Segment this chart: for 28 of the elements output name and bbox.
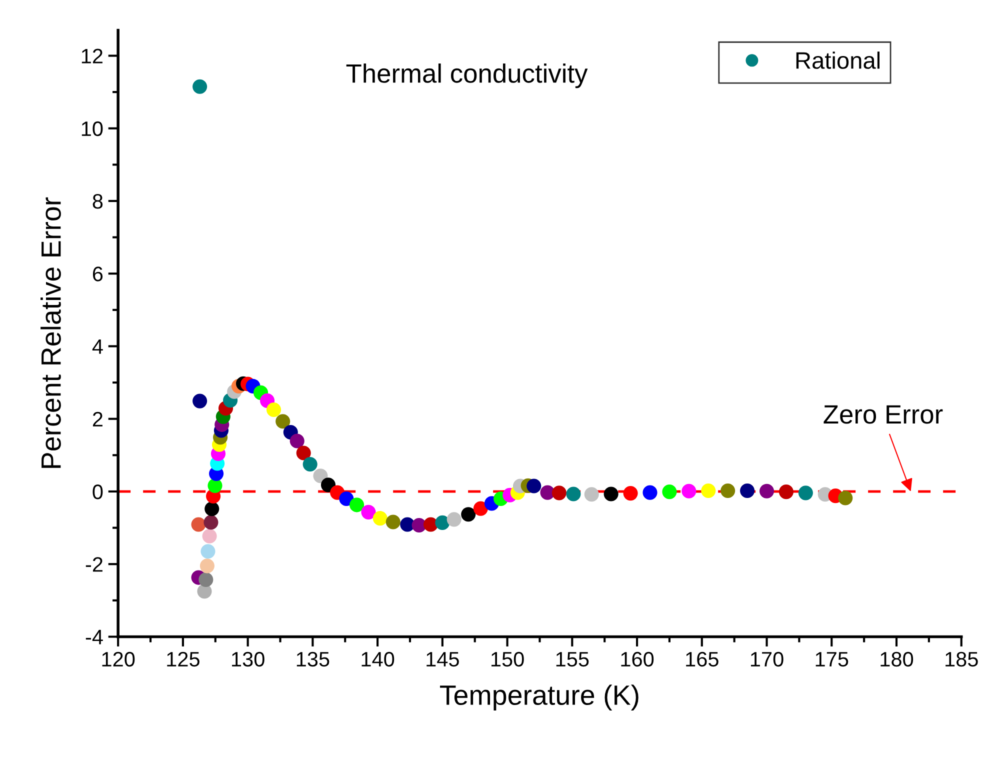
- x-axis-title: Temperature (K): [440, 684, 638, 711]
- x-tick-label: 140: [362, 652, 394, 667]
- x-tick-label: 180: [880, 652, 914, 667]
- x-tick-label: 130: [232, 652, 264, 667]
- x-tick-label: 160: [621, 652, 654, 667]
- x-tick-label: 135: [296, 652, 330, 667]
- x-tick-label: 170: [750, 652, 784, 667]
- y-tick-label: 10: [82, 121, 103, 136]
- y-tick-label: 4: [92, 339, 103, 354]
- x-tick-label: 125: [167, 652, 200, 667]
- x-tick-label: 185: [946, 652, 978, 667]
- x-tick-label: 165: [686, 652, 718, 667]
- y-tick-label: -4: [86, 630, 103, 644]
- x-tick-label: 155: [556, 652, 589, 667]
- y-axis-title: Percent Relative Error: [40, 197, 61, 468]
- x-tick-label: 120: [102, 652, 135, 667]
- y-tick-label: 8: [92, 194, 103, 209]
- y-tick-label: 2: [92, 412, 102, 426]
- y-tick-label: 12: [82, 48, 102, 64]
- x-tick-label: 150: [492, 652, 524, 667]
- ref-line-label: Zero Error: [824, 405, 943, 424]
- y-tick-label: 0: [92, 484, 103, 500]
- y-tick-label: -2: [86, 557, 102, 572]
- y-tick-label: 6: [92, 266, 103, 282]
- x-tick-label: 175: [816, 652, 848, 667]
- legend-label: Rational: [796, 52, 880, 69]
- x-tick-label: 145: [426, 652, 459, 667]
- text: Thermal conductivity: [346, 64, 588, 88]
